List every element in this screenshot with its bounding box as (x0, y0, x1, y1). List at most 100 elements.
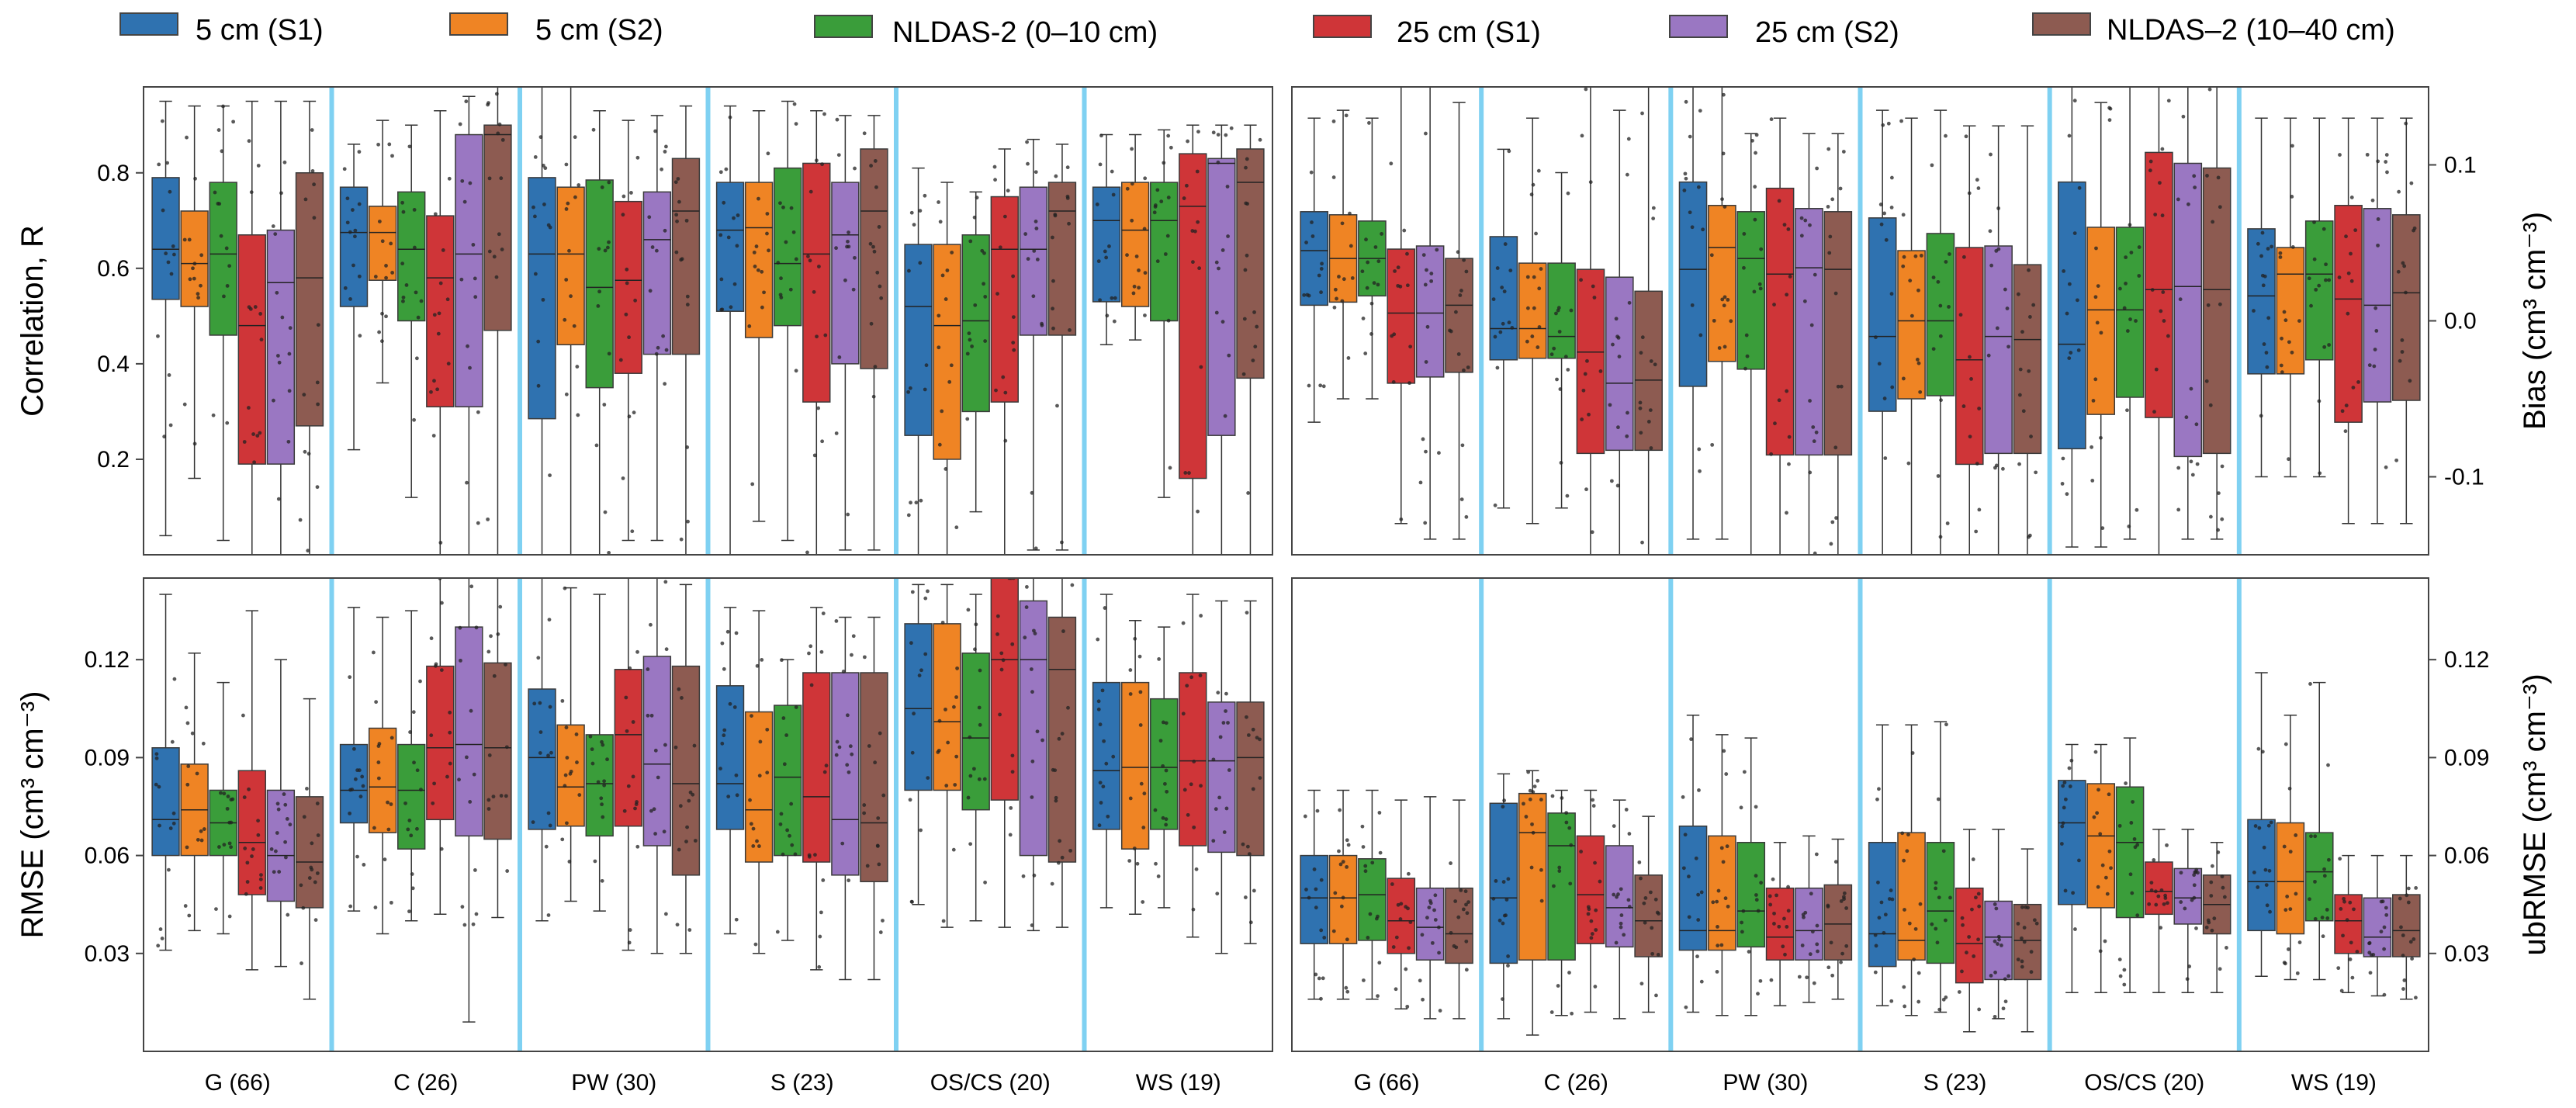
sample-point (569, 294, 573, 299)
sample-point (471, 922, 476, 926)
sample-point (2125, 408, 2129, 413)
sample-point (1389, 161, 1394, 166)
sample-point (940, 409, 944, 414)
box-correlation-os-cs-20-s6 (1047, 144, 1077, 551)
sample-point (345, 196, 350, 201)
sample-point (966, 608, 971, 612)
sample-point (1970, 907, 1974, 912)
box-ubrmse-s-23-s2 (1897, 724, 1926, 1016)
sample-point (1549, 352, 1554, 357)
sample-point (1681, 866, 1686, 871)
sample-point (376, 760, 381, 764)
box-iqr (2115, 227, 2145, 398)
sample-point (2283, 742, 2288, 746)
sample-point (1142, 227, 1147, 231)
sample-point (1501, 997, 1504, 1002)
sample-point (465, 480, 469, 485)
sample-point (871, 394, 876, 399)
sample-point (808, 644, 813, 649)
sample-point (1258, 737, 1262, 742)
sample-point (653, 748, 658, 753)
sample-point (1947, 305, 1951, 309)
sample-point (1459, 888, 1463, 892)
sample-point (1993, 939, 1997, 944)
sample-point (429, 733, 434, 738)
sample-point (1453, 899, 1458, 903)
sample-point (1376, 994, 1380, 999)
sample-point (627, 940, 632, 945)
sample-point (1967, 191, 1972, 196)
sample-point (1626, 898, 1631, 902)
sample-point (1971, 857, 1975, 861)
sample-point (1830, 520, 1835, 525)
sample-point (407, 819, 412, 822)
box-iqr (2334, 894, 2363, 954)
sample-point (1913, 926, 1918, 931)
sample-point (1215, 892, 1220, 896)
sample-point (229, 820, 234, 825)
box-correlation-s-23-s2 (744, 110, 774, 522)
sample-point (1229, 126, 1234, 130)
sample-point (1619, 913, 1624, 917)
box-correlation-s-23-s3 (774, 100, 802, 542)
sample-point (1560, 796, 1564, 800)
box-iqr (180, 210, 209, 307)
box-iqr (2086, 783, 2116, 909)
box-iqr (642, 191, 672, 355)
sample-point (955, 666, 959, 670)
sample-point (1651, 206, 1656, 210)
sample-point (167, 373, 171, 377)
sample-point (1216, 133, 1220, 137)
sample-point (466, 344, 469, 348)
box-ubrmse-c-26-s2 (1518, 770, 1547, 1036)
sample-point (843, 278, 847, 282)
sample-point (1829, 940, 1833, 945)
sample-point (2016, 957, 2020, 962)
sample-point (310, 169, 315, 173)
sample-point (2257, 826, 2262, 830)
box-correlation-c-26-s3 (397, 124, 426, 498)
sample-point (403, 801, 407, 805)
sample-point (199, 283, 203, 288)
box-iqr (1708, 205, 1736, 362)
sample-point (968, 735, 972, 739)
sample-point (662, 829, 667, 834)
sample-point (353, 228, 358, 233)
sample-point (2027, 268, 2031, 272)
sample-point (654, 248, 659, 253)
sample-point (1972, 954, 1976, 958)
sample-point (1531, 790, 1536, 795)
sample-point (1454, 945, 1459, 950)
sample-point (906, 513, 911, 518)
sample-point (1134, 254, 1139, 258)
box-iqr (2058, 181, 2086, 450)
sample-point (2090, 445, 2094, 449)
sample-point (476, 410, 480, 414)
sample-point (1777, 199, 1781, 203)
sample-point (1345, 937, 1349, 942)
sample-point (2346, 311, 2350, 316)
sample-point (1225, 185, 1230, 189)
sample-point (1712, 318, 1716, 323)
sample-point (464, 755, 469, 760)
sample-point (531, 205, 535, 209)
sample-point (1424, 360, 1428, 364)
box-correlation-pw-30-s5 (642, 115, 672, 542)
sample-point (1111, 192, 1116, 197)
sample-point (2165, 843, 2169, 847)
sample-point (1421, 997, 1425, 1002)
sample-point (2069, 351, 2073, 355)
sample-point (621, 213, 625, 217)
sample-point (276, 497, 281, 501)
sample-point (2402, 978, 2407, 982)
sample-point (1139, 781, 1144, 786)
sample-point (457, 777, 461, 782)
sample-point (1723, 295, 1727, 300)
sample-point (1722, 303, 1726, 308)
sample-point (572, 324, 576, 328)
box-iqr (802, 162, 831, 403)
box-bias-ws-19-s1 (2247, 117, 2276, 478)
sample-point (255, 434, 260, 438)
sample-point (1338, 808, 1342, 812)
sample-point (2279, 363, 2283, 368)
